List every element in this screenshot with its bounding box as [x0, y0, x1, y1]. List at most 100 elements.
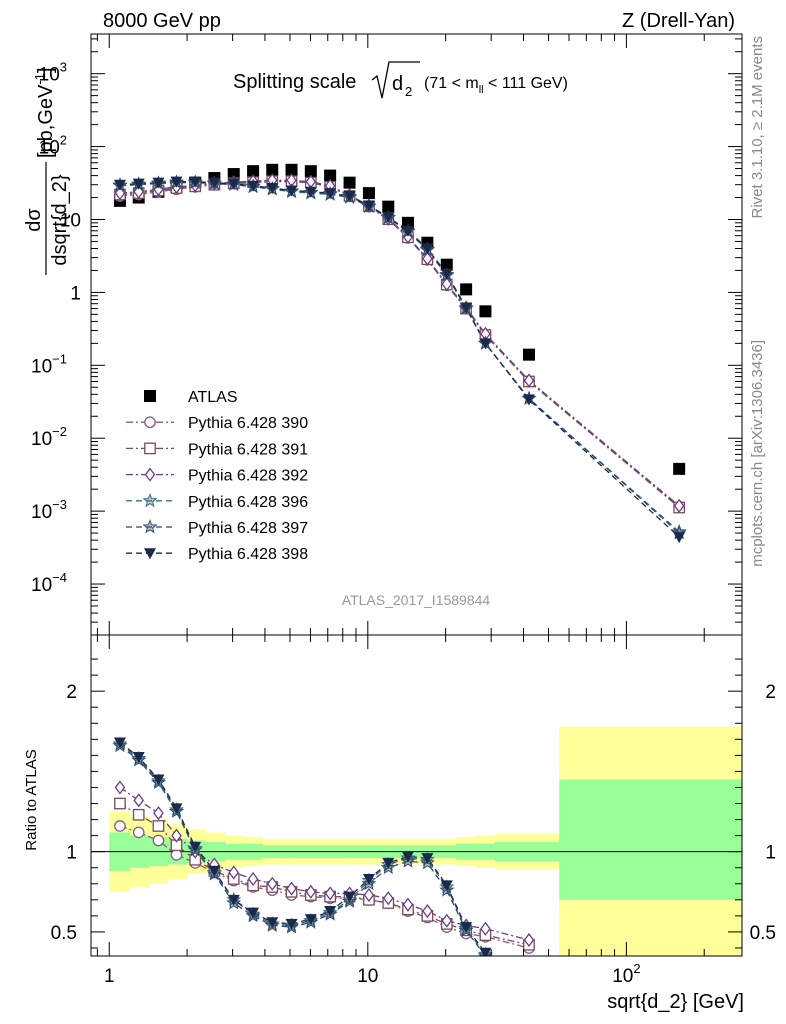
- plot-title-range-end: < 111 GeV): [484, 75, 568, 92]
- main-data-point: [362, 200, 375, 212]
- ratio-data-point: [114, 797, 126, 810]
- plot-title-range: (71 < mll < 111 GeV): [424, 75, 568, 96]
- main-series-line: [119, 179, 680, 507]
- main-data-point: [208, 177, 221, 189]
- main-data-point: [382, 200, 395, 213]
- ratio-data-marks: [112, 736, 535, 956]
- ratio-data-point: [382, 857, 395, 869]
- main-ytick-label-base: 10: [39, 138, 60, 159]
- ratio-series-line: [119, 786, 530, 941]
- ratio-data-point: [421, 853, 434, 865]
- ratio-data-point: [189, 841, 202, 853]
- ylabel-units-sup: -1: [32, 73, 47, 85]
- main-data-point: [440, 258, 453, 271]
- main-data-point: [113, 179, 126, 191]
- ylabel-units-end: ]: [35, 67, 57, 73]
- ratio-series-group: [112, 736, 535, 956]
- plot-title-range-sub: ll: [479, 84, 484, 96]
- ratio-axes: 0.5 0.51 12 21 10 102: [51, 635, 776, 987]
- ratio-data-point: [133, 793, 145, 808]
- main-data-point: [189, 176, 202, 188]
- ratio-data-point: [266, 917, 279, 929]
- main-ytick-label-exp: −1: [52, 351, 67, 366]
- main-data-point: [673, 532, 686, 544]
- ratio-data-point: [247, 871, 259, 887]
- ratio-plot-panel: 0.5 0.51 12 21 10 102 Ratio to ATLAS sqrt{d_2…: [23, 634, 776, 1013]
- main-ytick-label-exp: 3: [60, 60, 67, 75]
- ratio-data-point: [480, 921, 491, 936]
- ratio-series-line: [119, 743, 489, 956]
- plot-title-sqrt-sub: 2: [405, 84, 412, 99]
- ratio-data-point: [523, 932, 535, 948]
- legend-marker: [144, 416, 156, 429]
- main-data-point: [673, 462, 686, 475]
- ratio-data-point: [152, 820, 165, 832]
- ratio-data-point: [305, 884, 317, 899]
- ratio-ytick-label: 0.5: [51, 923, 77, 944]
- ratio-xtick-label-base: 10: [612, 966, 633, 987]
- main-ytick-label: 10−1: [31, 351, 67, 377]
- ratio-xtick-label-base: 1: [104, 966, 115, 987]
- main-ytick-label: 10: [60, 210, 81, 231]
- ratio-data-point: [266, 876, 278, 891]
- ratio-plot-frame: [90, 634, 743, 957]
- ratio-data-point: [286, 881, 297, 896]
- ratio-ytick-label-right: 0.5: [750, 923, 776, 944]
- ratio-series-line: [119, 741, 491, 956]
- ylabel-units: [pb,GeV-1]: [32, 67, 57, 158]
- ratio-data-point: [170, 849, 183, 861]
- main-ytick-label-exp: 2: [60, 133, 67, 148]
- main-ytick-label-base: 10: [31, 429, 52, 450]
- ratio-uncertainty-bands: [109, 726, 743, 956]
- main-data-point: [285, 185, 298, 197]
- legend-marker: [144, 442, 156, 455]
- main-data-point: [460, 283, 473, 296]
- ratio-data-point: [401, 851, 414, 863]
- legend-label: Pythia 6.428 391: [188, 441, 308, 458]
- ratio-ytick-label: 1: [66, 843, 77, 864]
- plot-title-sqrt-var: d: [392, 73, 403, 95]
- ratio-data-point: [113, 737, 126, 749]
- ratio-band-inner: [559, 779, 743, 900]
- legend-label: Pythia 6.428 392: [188, 468, 308, 485]
- ratio-data-point: [228, 865, 240, 880]
- main-data-point: [440, 268, 453, 280]
- main-ytick-label: 10−4: [31, 570, 67, 596]
- xaxis-label: sqrt{d_2} [GeV]: [607, 991, 744, 1013]
- main-ytick-label-base: 10: [39, 65, 60, 86]
- ratio-data-point: [152, 774, 165, 786]
- main-data-point: [479, 338, 492, 350]
- ratio-data-point: [440, 880, 453, 892]
- main-data-point: [266, 183, 279, 195]
- main-data-point: [324, 169, 337, 182]
- legend-marker: [144, 390, 156, 402]
- legend-marker: [144, 467, 156, 482]
- ratio-data-point: [402, 897, 414, 912]
- ratio-data-point: [152, 834, 165, 847]
- ylabel-numerator: dσ: [23, 208, 45, 232]
- ratio-data-point: [441, 913, 453, 928]
- ratio-data-point: [479, 947, 492, 956]
- ratio-data-point: [170, 803, 183, 815]
- main-plot-frame: [90, 33, 743, 636]
- main-ylabel: dσ dsqrt{d_2} [pb,GeV-1]: [23, 67, 71, 275]
- main-data-point: [441, 277, 453, 292]
- ratio-xtick-label-exp: 2: [633, 961, 640, 976]
- main-data-point: [227, 178, 240, 190]
- main-data-marks: [112, 163, 687, 544]
- ratio-data-point: [153, 806, 164, 821]
- main-data-point: [401, 225, 414, 237]
- main-data-point: [132, 178, 145, 190]
- legend-label: ATLAS: [188, 389, 238, 406]
- main-data-point: [304, 165, 317, 178]
- header-process-label: Z (Drell-Yan): [622, 10, 735, 32]
- ratio-data-point: [343, 891, 356, 903]
- main-series-line: [119, 181, 680, 538]
- main-data-point: [673, 498, 685, 513]
- main-data-point: [247, 165, 260, 178]
- main-data-point: [285, 163, 298, 176]
- mcplots-label: mcplots.cern.ch [arXiv:1306.3436]: [749, 340, 766, 567]
- main-ytick-label-base: 10: [31, 356, 52, 377]
- main-data-point: [522, 394, 535, 406]
- ratio-xtick-label-base: 10: [357, 966, 378, 987]
